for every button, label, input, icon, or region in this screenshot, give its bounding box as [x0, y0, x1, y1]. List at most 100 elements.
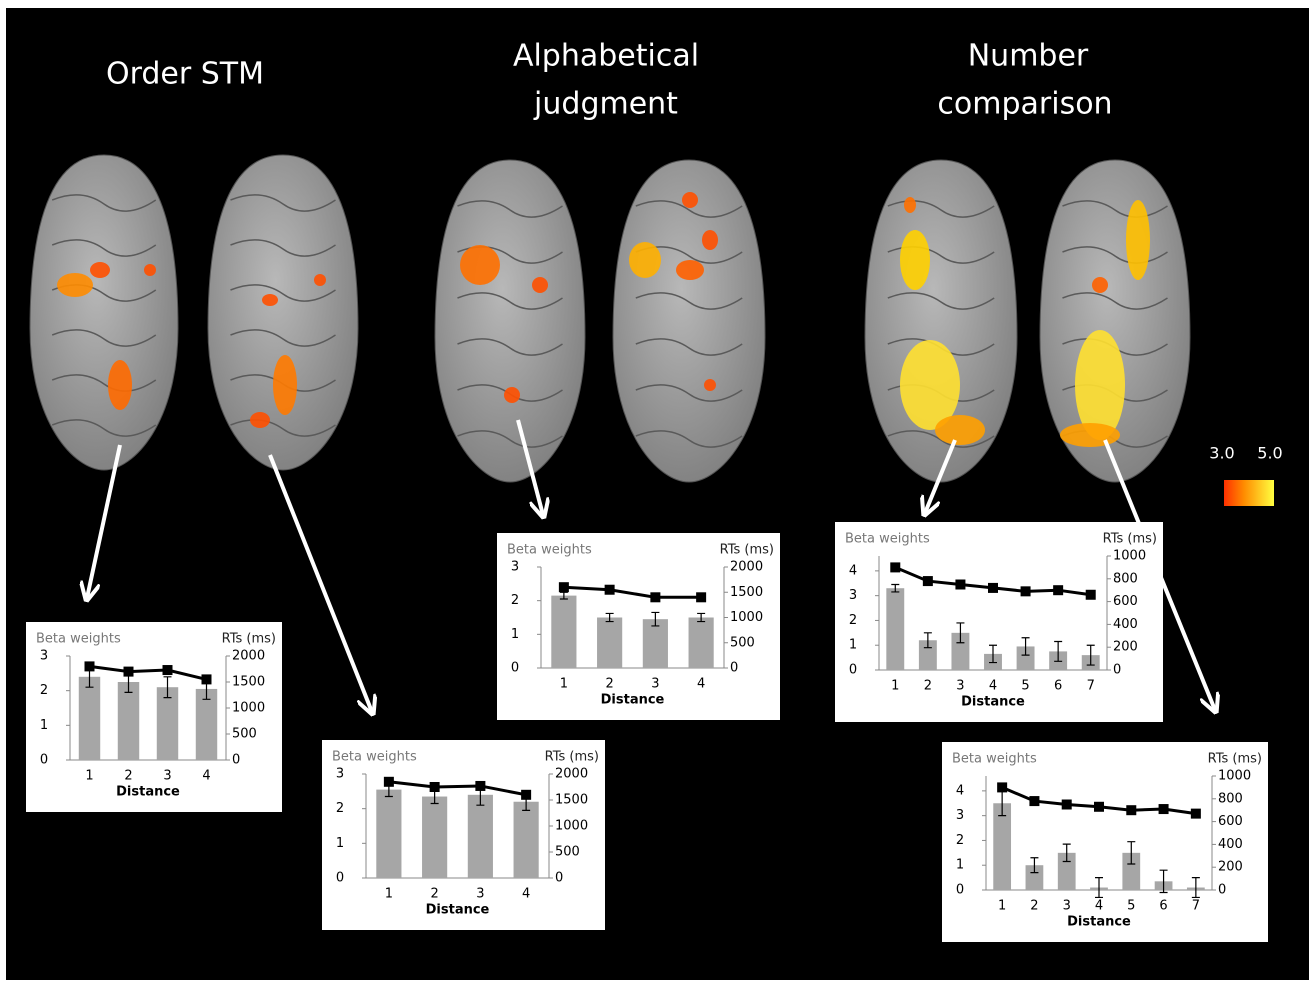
bar — [513, 801, 539, 878]
colorbar — [1224, 480, 1274, 506]
activation — [314, 274, 326, 286]
error-bar — [1086, 644, 1095, 666]
y-tick-label: 3 — [956, 808, 964, 823]
y-tick-label: 2 — [336, 801, 344, 816]
y-tick-label: 0 — [956, 883, 964, 898]
error-bar — [1054, 640, 1063, 662]
activation — [108, 360, 132, 410]
arrow — [516, 419, 543, 515]
activation — [900, 340, 960, 430]
y2-axis-label: RTs (ms) — [222, 632, 276, 647]
activation — [57, 273, 93, 297]
y2-tick-label: 600 — [1113, 594, 1138, 609]
x-tick-label: 2 — [124, 769, 132, 784]
y2-tick-label: 1000 — [1218, 769, 1251, 784]
activation — [1060, 423, 1120, 447]
y-tick-label: 0 — [336, 871, 344, 886]
bar — [886, 588, 905, 670]
bar — [551, 595, 577, 668]
bar — [1025, 865, 1044, 890]
y2-tick-label: 800 — [1218, 791, 1243, 806]
y-tick-label: 0 — [40, 753, 48, 768]
error-bar — [1095, 877, 1103, 899]
line-marker — [1061, 799, 1072, 810]
sulcus — [635, 384, 743, 402]
sulcus — [887, 430, 995, 448]
sulcus — [51, 194, 157, 212]
error-bar — [605, 612, 614, 623]
y2-tick-label: 2000 — [232, 649, 265, 664]
sulcus — [230, 194, 336, 212]
line-marker — [1029, 796, 1040, 807]
x-tick-label: 1 — [85, 769, 93, 784]
bar — [688, 617, 714, 668]
error-bar — [651, 611, 660, 627]
y-tick-label: 3 — [511, 560, 519, 575]
x-tick-label: 4 — [1095, 899, 1103, 914]
chart-box — [322, 740, 605, 930]
panel-title: judgment — [533, 87, 678, 122]
activation — [273, 355, 297, 415]
y2-axis-label: RTs (ms) — [1208, 752, 1262, 767]
x-axis-label: Distance — [601, 693, 665, 708]
line-marker — [890, 562, 901, 573]
y2-tick-label: 2000 — [730, 560, 763, 575]
sulcus — [635, 200, 743, 218]
chart: Beta weights RTs (ms) 0 1 2 3 0 500 1000 1500 2000… — [497, 533, 780, 720]
line-marker — [123, 666, 134, 677]
error-bar — [1021, 637, 1030, 656]
y2-tick-label: 1500 — [730, 585, 763, 600]
sulcus — [887, 292, 995, 310]
x-tick-label: 6 — [1159, 899, 1167, 914]
sulcus — [51, 239, 157, 257]
sulcus — [230, 284, 336, 302]
x-axis-label: Distance — [961, 695, 1025, 710]
line-marker — [1085, 589, 1096, 600]
bar — [993, 803, 1012, 890]
x-tick-label: 2 — [1030, 899, 1038, 914]
sulcus — [457, 430, 563, 448]
y-tick-label: 3 — [849, 588, 857, 603]
bar — [951, 632, 970, 670]
error-bar — [923, 632, 932, 649]
panel-title: Alphabetical — [513, 39, 699, 74]
y-axis-label: Beta weights — [36, 632, 121, 647]
error-bar — [1191, 877, 1200, 899]
y2-tick-label: 400 — [1113, 617, 1138, 632]
x-tick-label: 3 — [956, 679, 964, 694]
y-tick-label: 3 — [336, 767, 344, 782]
bar — [642, 619, 668, 668]
y2-tick-label: 0 — [232, 753, 240, 768]
bar — [1057, 852, 1076, 890]
bar — [376, 789, 402, 878]
y-tick-label: 0 — [849, 663, 857, 678]
y-axis-label: Beta weights — [952, 752, 1037, 767]
sulcus — [230, 419, 336, 437]
activation — [532, 277, 548, 293]
y-tick-label: 0 — [511, 661, 519, 676]
sulcus — [635, 338, 743, 356]
arrow — [925, 439, 957, 513]
bar — [597, 617, 623, 668]
y2-tick-label: 2000 — [555, 767, 588, 782]
line-marker — [429, 782, 440, 792]
arrow — [268, 454, 372, 712]
y2-tick-label: 200 — [1218, 860, 1243, 875]
y-tick-label: 1 — [336, 836, 344, 851]
bar — [918, 640, 937, 670]
chart: Beta weights RTs (ms) 0 1 2 3 0 500 1000 1500 2000… — [26, 622, 282, 812]
sulcus — [230, 239, 336, 257]
x-tick-label: 5 — [1021, 679, 1029, 694]
y-tick-label: 1 — [956, 858, 964, 873]
activation — [704, 379, 716, 391]
chart: Beta weights RTs (ms) 0 1 2 3 4 0 200 400 600 800 10… — [942, 742, 1268, 942]
y2-tick-label: 800 — [1113, 571, 1138, 586]
error-bar — [989, 644, 997, 664]
line-marker — [997, 782, 1008, 793]
y-axis-label: Beta weights — [332, 750, 417, 765]
line-marker — [84, 661, 95, 672]
x-tick-label: 2 — [430, 887, 438, 902]
activation — [702, 230, 718, 250]
activation — [900, 230, 930, 290]
activation — [1092, 277, 1108, 293]
